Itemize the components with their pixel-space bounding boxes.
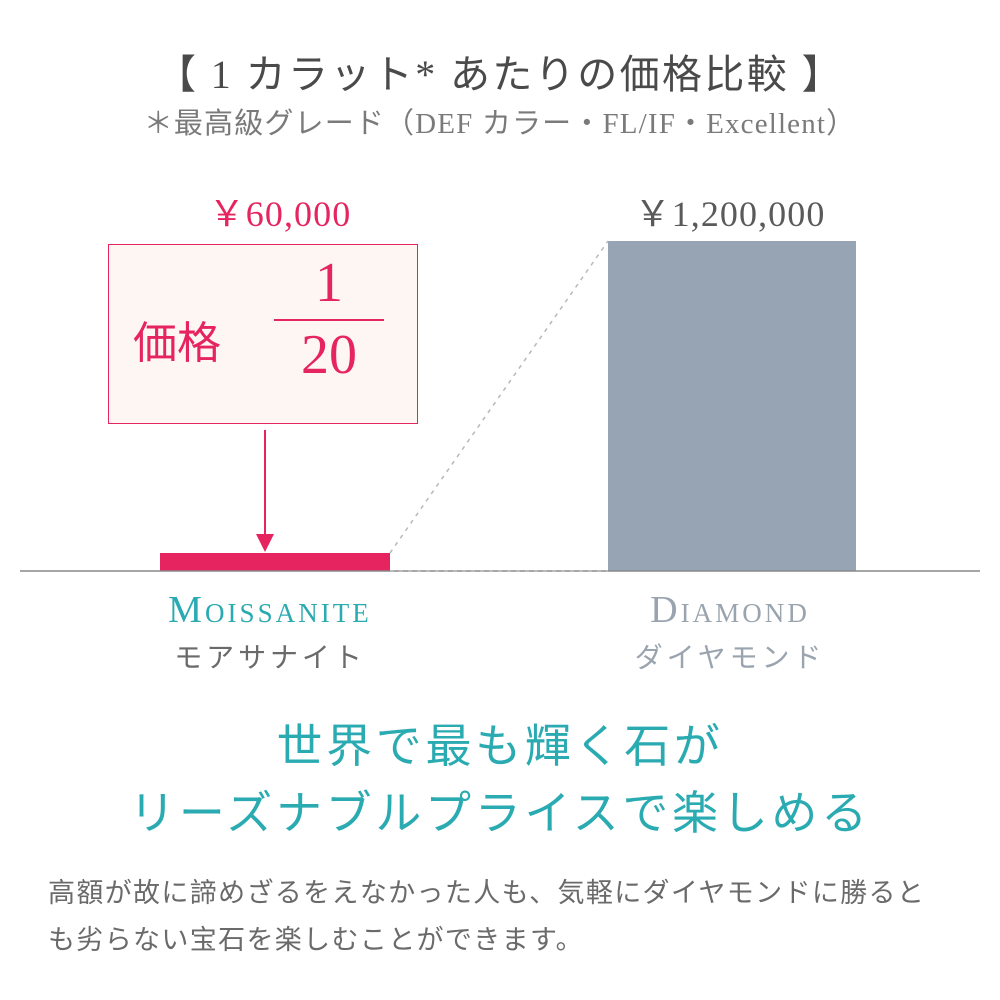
callout-fraction: 1 20	[259, 253, 399, 386]
infographic-root: 【 1 カラット* あたりの価格比較 】 ＊最高級グレード（DEF カラー・FL…	[0, 0, 1000, 1000]
fraction-denominator: 20	[259, 325, 399, 387]
callout-label: 価格	[133, 307, 221, 371]
body-text: 高額が故に諦めざるをえなかった人も、気軽にダイヤモンドに勝るとも劣らない宝石を楽…	[48, 870, 952, 965]
price-chart: ￥60,000 ￥1,200,000 価格 1 20 Moissanite モア…	[0, 150, 1000, 670]
headline-line2: リーズナブルプライスで楽しめる	[129, 788, 871, 839]
price-moissanite: ￥60,000	[130, 185, 430, 237]
label-diamond-ja: ダイヤモンド	[540, 636, 920, 676]
label-diamond-en: Diamond	[540, 588, 920, 632]
subtitle: ＊最高級グレード（DEF カラー・FL/IF・Excellent）	[0, 100, 1000, 142]
price-ratio-callout: 価格 1 20	[108, 244, 418, 424]
fraction-line	[274, 319, 384, 321]
headline-line1: 世界で最も輝く石が	[276, 721, 723, 772]
headline: 世界で最も輝く石が リーズナブルプライスで楽しめる	[0, 714, 1000, 847]
price-diamond: ￥1,200,000	[580, 185, 880, 237]
label-moissanite-ja: モアサナイト	[80, 636, 460, 676]
label-moissanite-en: Moissanite	[80, 588, 460, 632]
title: 【 1 カラット* あたりの価格比較 】	[0, 42, 1000, 100]
fraction-numerator: 1	[259, 253, 399, 315]
